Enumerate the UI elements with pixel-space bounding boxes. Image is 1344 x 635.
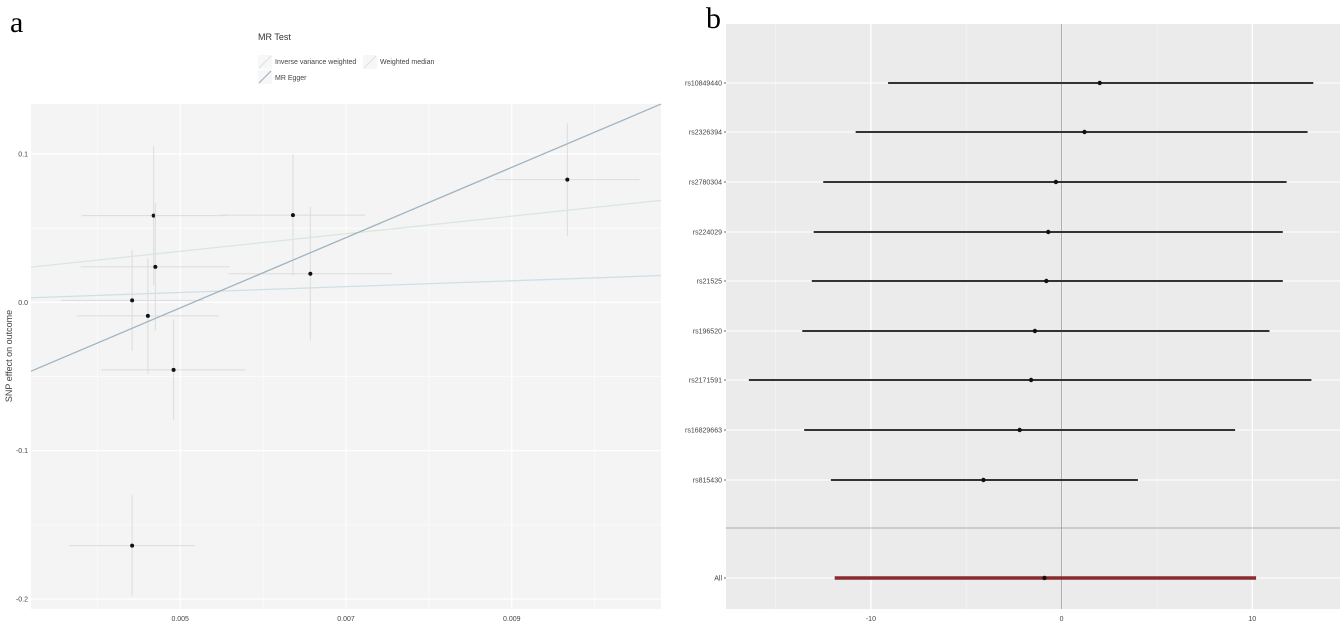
scatter-point <box>495 123 640 237</box>
panel-label-b: b <box>706 2 721 35</box>
panel-label-a: a <box>10 6 23 39</box>
legend-label-egger: MR Egger <box>275 75 307 82</box>
point-marker <box>171 367 176 372</box>
forest-row <box>855 129 1308 135</box>
scatter-point <box>220 154 366 276</box>
scatter-point <box>101 319 246 421</box>
legend-a: MR Test Inverse variance weighted Weight… <box>258 32 434 84</box>
summary-marker <box>1042 575 1047 581</box>
ticks-a: 0.005 0.007 0.009 -0.2 -0.1 0.0 0.1 <box>16 151 521 623</box>
row-label: rs2780304 <box>689 180 722 187</box>
scatter-point <box>80 203 230 331</box>
legend-title: MR Test <box>258 32 291 42</box>
y-tick-label-a: 0.0 <box>18 300 28 307</box>
ticks-b: -10 0 10 rs10849440 rs2326394 rs2780304 rs2240… <box>685 81 1256 624</box>
legend-item-mr-egger: MR Egger <box>258 70 307 84</box>
x-tick-label-b: -10 <box>866 616 876 623</box>
regression-line <box>30 199 662 268</box>
row-label: rs10849440 <box>685 81 722 88</box>
points-a <box>60 123 640 597</box>
forest-row <box>823 179 1287 185</box>
row-label: rs2171591 <box>689 378 722 385</box>
row-label: rs196520 <box>693 329 722 336</box>
x-tick-label-b: 10 <box>1248 616 1256 623</box>
point-marker <box>130 543 135 548</box>
row-label: rs21525 <box>697 279 722 286</box>
forest-rows <box>726 24 1340 609</box>
forest-row <box>811 278 1283 284</box>
legend-item-ivw: Inverse variance weighted <box>258 55 356 69</box>
legend-label-ivw: Inverse variance weighted <box>275 59 356 66</box>
summary-label: All <box>714 576 722 583</box>
estimate-marker <box>1082 129 1087 135</box>
estimate-marker <box>1032 328 1038 334</box>
estimate-marker <box>1097 80 1102 86</box>
forest-row <box>748 377 1312 383</box>
scatter-point <box>76 257 220 374</box>
regression-lines-a <box>30 103 662 372</box>
row-label: rs16829663 <box>685 428 722 435</box>
x-tick-label-a: 0.005 <box>171 616 189 623</box>
scatter-point <box>69 495 196 597</box>
x-tick-label-b: 0 <box>1060 616 1064 623</box>
legend-label-wm: Weighted median <box>380 59 434 66</box>
regression-line <box>30 274 662 299</box>
forest-row <box>813 229 1283 235</box>
point-marker <box>130 298 135 303</box>
row-label: rs2326394 <box>689 130 722 137</box>
summary-row <box>834 575 1257 581</box>
scatter-point <box>81 145 226 286</box>
point-marker <box>565 177 570 182</box>
estimate-marker <box>1053 179 1059 185</box>
legend-key-wm <box>363 55 377 69</box>
estimate-marker <box>1044 278 1049 284</box>
point-marker <box>153 264 158 269</box>
forest-row <box>888 80 1314 86</box>
estimate-marker <box>981 477 986 483</box>
y-tick-label-a: -0.1 <box>16 448 28 455</box>
forest-row <box>804 427 1236 433</box>
forest-row <box>830 477 1138 483</box>
point-marker <box>308 271 313 276</box>
legend-item-weighted-median: Weighted median <box>363 55 434 69</box>
x-tick-label-a: 0.007 <box>337 616 355 623</box>
scatter-panel-a: 0.005 0.007 0.009 -0.2 -0.1 0.0 0.1 SNP effect… <box>4 32 662 623</box>
point-marker <box>151 213 156 218</box>
legend-key-ivw <box>258 55 272 69</box>
estimate-marker <box>1017 427 1022 433</box>
row-label: rs815430 <box>693 478 722 485</box>
row-label: rs224029 <box>693 230 722 237</box>
point-marker <box>145 313 150 318</box>
point-marker <box>290 213 295 218</box>
forest-panel-b: -10 0 10 rs10849440 rs2326394 rs2780304 rs2240… <box>685 24 1340 623</box>
scatter-point <box>228 206 393 341</box>
forest-row <box>802 328 1270 334</box>
estimate-marker <box>1028 377 1034 383</box>
x-tick-label-a: 0.009 <box>503 616 521 623</box>
y-tick-label-a: 0.1 <box>18 151 28 158</box>
grid-a <box>31 104 661 609</box>
y-tick-label-a: -0.2 <box>16 597 28 604</box>
estimate-marker <box>1046 229 1051 235</box>
y-axis-title-a: SNP effect on outcome <box>4 310 14 402</box>
regression-line <box>30 103 662 372</box>
plot-background-b <box>726 24 1340 609</box>
legend-key-egger <box>258 70 272 84</box>
